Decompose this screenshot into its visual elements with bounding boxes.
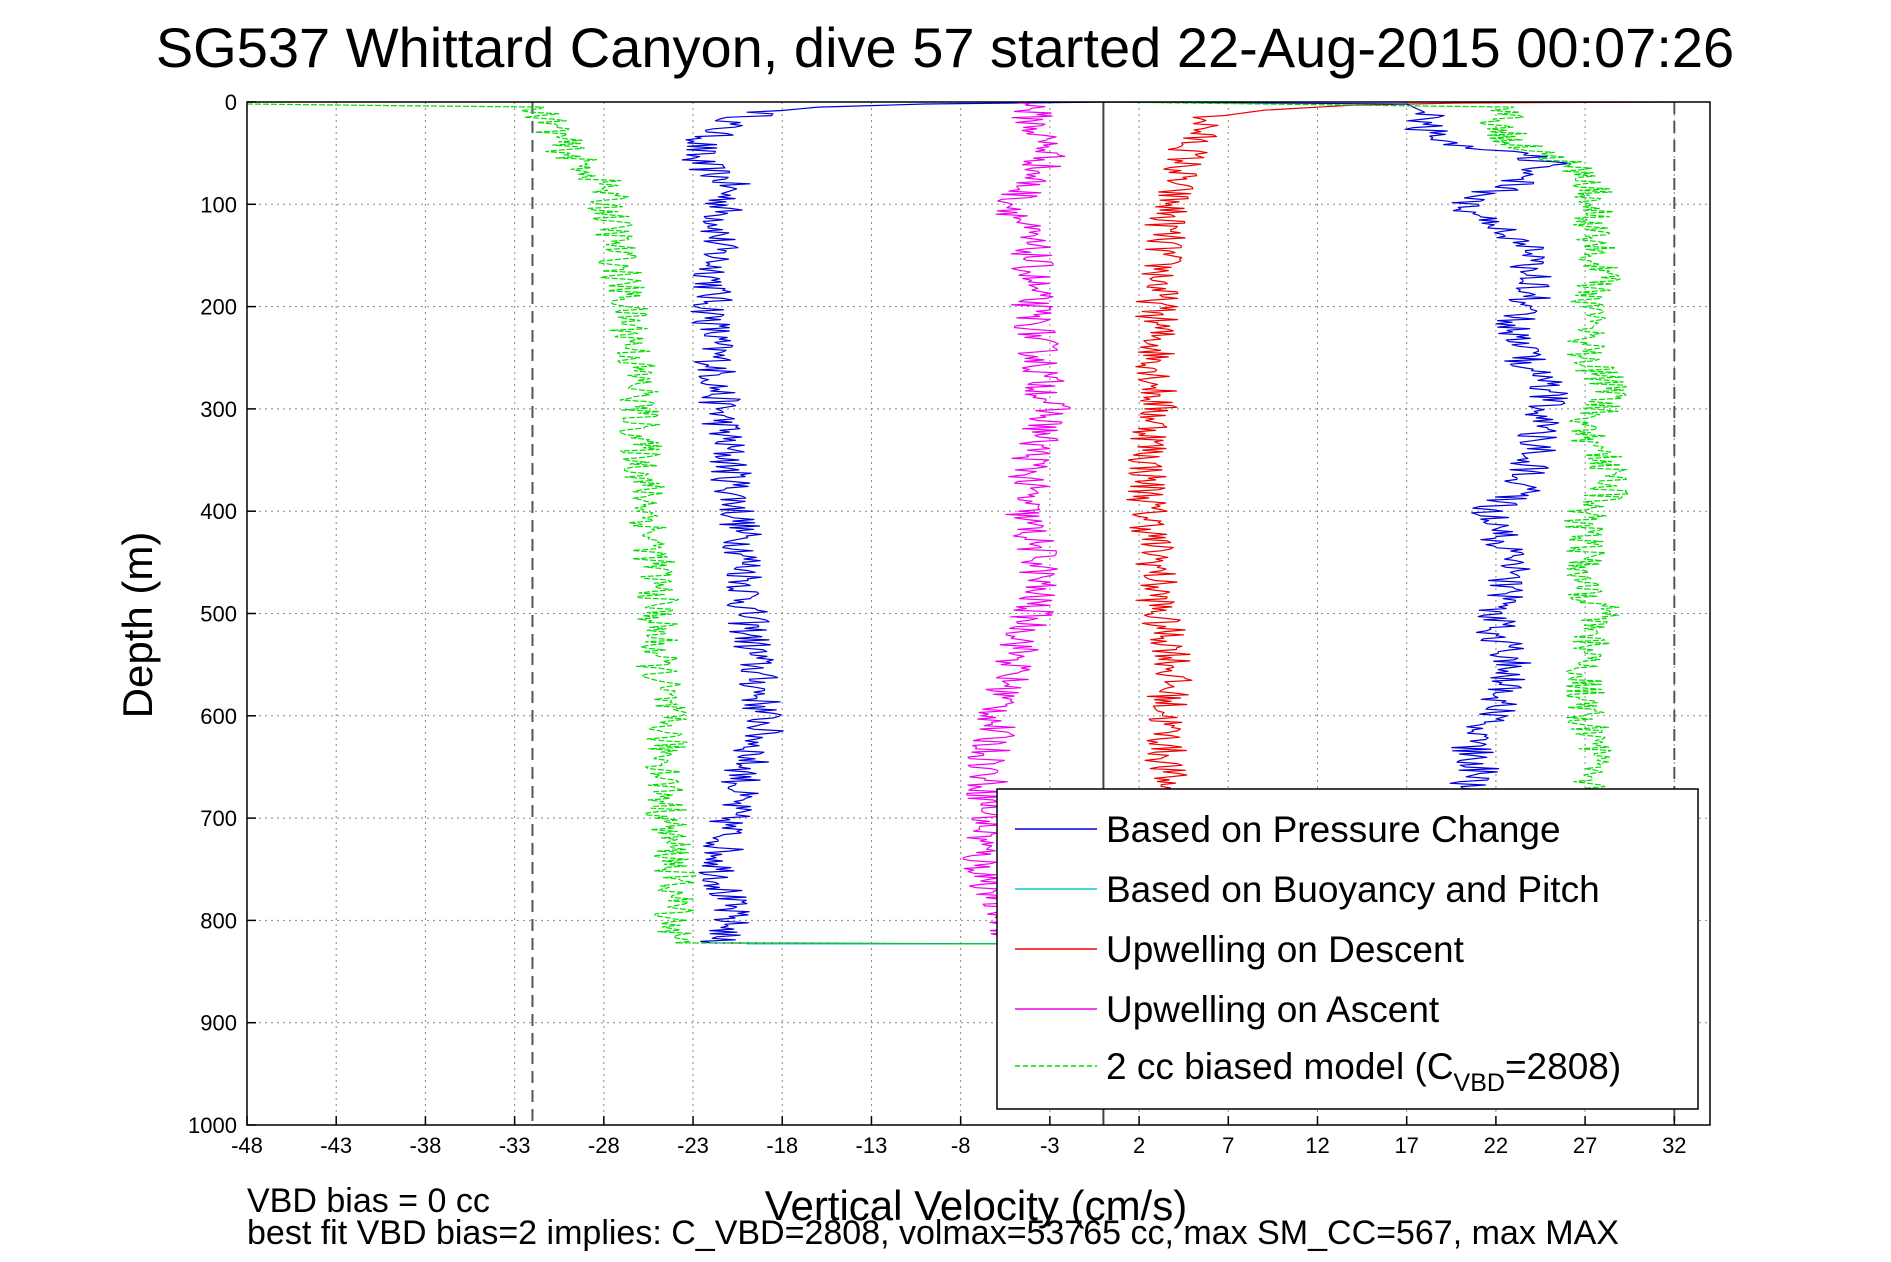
x-tick-label-7: -13 [856,1133,888,1158]
x-tick-label-1: -43 [320,1133,352,1158]
y-tick-label-10: 1000 [188,1113,237,1138]
y-tick-label-6: 600 [200,704,237,729]
legend-label-tail: =2808) [1505,1046,1621,1087]
series-line-3 [962,102,1071,945]
x-tick-label-12: 12 [1305,1133,1329,1158]
chart-title: SG537 Whittard Canyon, dive 57 started 2… [156,16,1734,79]
x-tick-label-8: -8 [951,1133,971,1158]
x-tick-label-5: -23 [677,1133,709,1158]
y-axis-label: Depth (m) [114,532,161,719]
y-tick-label-2: 200 [200,295,237,320]
legend-label-0: Based on Pressure Change [1106,809,1561,850]
legend: Based on Pressure Change Based on Buoyanc… [996,788,1699,1110]
y-tick-labels: 0 100 200 300 400 500 600 700 800 900 1000 [188,90,256,1138]
y-tick-label-5: 500 [200,602,237,627]
x-tick-labels: -48 -43 -38 -33 -28 -23 -18 -13 -8 -3 2 7 12 17 22 27 32 [231,1116,1687,1158]
y-tick-label-8: 800 [200,908,237,933]
x-tick-label-9: -3 [1040,1133,1060,1158]
x-axis-label: Vertical Velocity (cm/s) [765,1182,1187,1229]
x-tick-label-4: -28 [588,1133,620,1158]
x-tick-label-14: 22 [1484,1133,1508,1158]
legend-label-1: Based on Buoyancy and Pitch [1106,869,1600,910]
annotation-best-fit: best fit VBD bias=2 implies: C_VBD=2808,… [247,1214,1619,1252]
series-group [247,102,1675,945]
x-tick-label-2: -38 [410,1133,442,1158]
x-tick-label-3: -33 [499,1133,531,1158]
x-tick-label-10: 2 [1133,1133,1145,1158]
legend-box [996,788,1699,1110]
annotation-vbd-bias: VBD bias = 0 cc [247,1182,490,1220]
x-tick-label-11: 7 [1222,1133,1234,1158]
y-tick-label-9: 900 [200,1011,237,1036]
y-tick-label-0: 0 [225,90,237,115]
y-tick-label-4: 400 [200,499,237,524]
series-line-6 [1102,102,1630,945]
x-tick-label-6: -18 [766,1133,798,1158]
y-tick-label-3: 300 [200,397,237,422]
x-tick-label-15: 27 [1573,1133,1597,1158]
series-line-4 [247,103,1104,945]
x-tick-label-16: 32 [1662,1133,1686,1158]
x-tick-label-0: -48 [231,1133,263,1158]
y-tick-label-1: 100 [200,192,237,217]
series-line-0 [681,102,1113,945]
y-tick-label-7: 700 [200,806,237,831]
legend-label-3: Upwelling on Ascent [1106,989,1440,1030]
series-line-2 [1126,102,1675,799]
legend-subscript: VBD [1454,1069,1505,1097]
x-tick-label-13: 17 [1394,1133,1418,1158]
legend-label-2: Upwelling on Descent [1106,929,1465,970]
